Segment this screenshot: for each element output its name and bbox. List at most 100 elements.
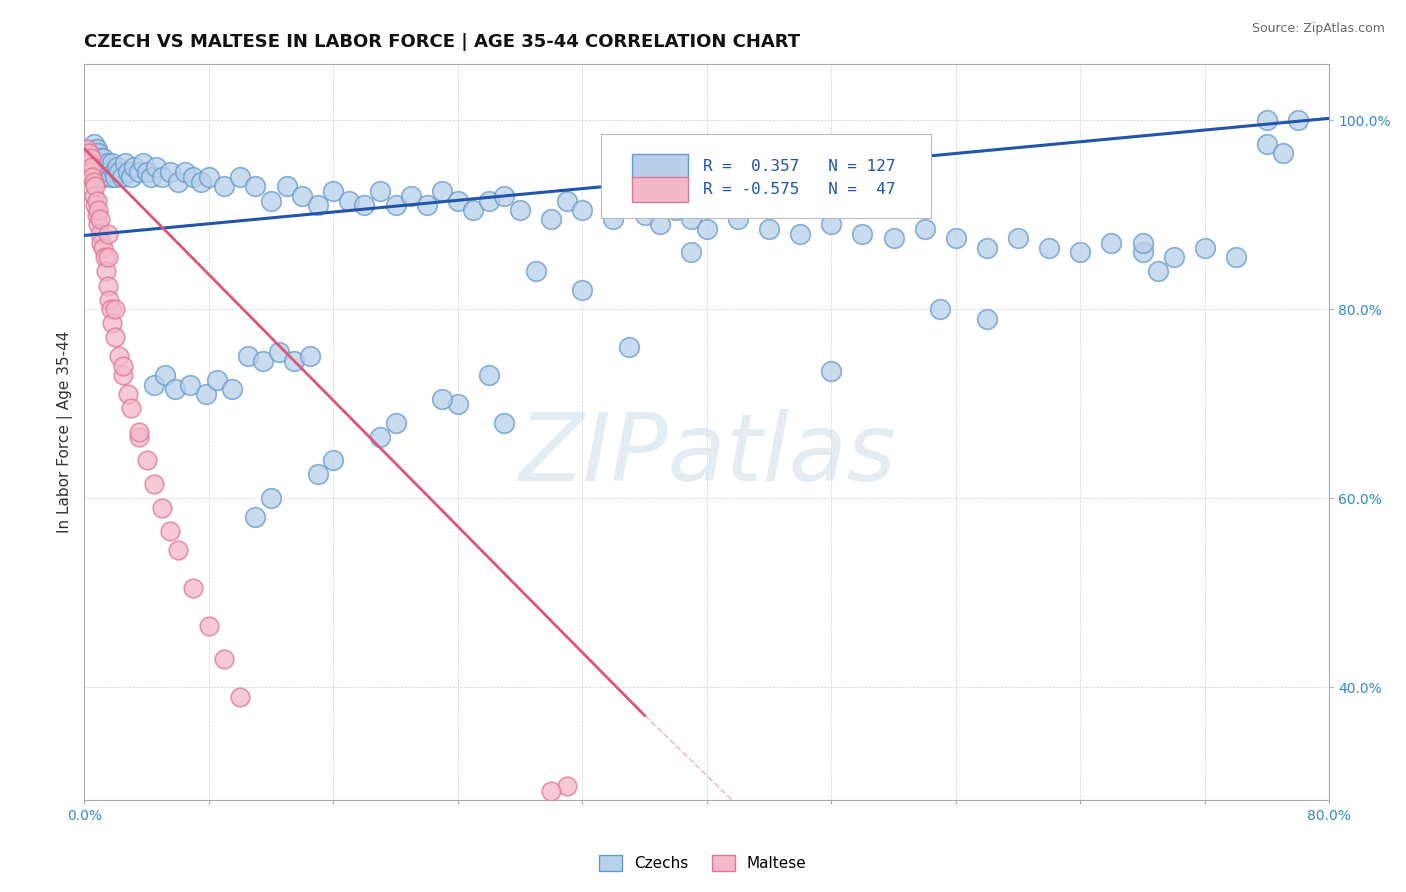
Point	[236, 350, 259, 364]
Point	[97, 278, 120, 293]
Legend: Czechs, Maltese: Czechs, Maltese	[593, 849, 813, 877]
Point	[79, 151, 101, 165]
Point	[1007, 231, 1029, 245]
Text: ZIPatlas: ZIPatlas	[517, 409, 896, 500]
Point	[150, 500, 173, 515]
Point	[86, 161, 108, 175]
Point	[727, 212, 749, 227]
Point	[122, 161, 145, 175]
Point	[83, 151, 105, 165]
Point	[86, 142, 108, 156]
Point	[83, 175, 105, 189]
Point	[79, 151, 101, 165]
Point	[97, 155, 120, 169]
Point	[84, 146, 107, 161]
Point	[181, 581, 204, 595]
Point	[87, 165, 110, 179]
Point	[98, 165, 121, 179]
Point	[89, 151, 111, 165]
Point	[1286, 113, 1309, 128]
Text: Source: ZipAtlas.com: Source: ZipAtlas.com	[1251, 22, 1385, 36]
Point	[494, 188, 516, 202]
Point	[135, 453, 157, 467]
Point	[163, 383, 186, 397]
Point	[337, 194, 360, 208]
Point	[571, 202, 593, 217]
Point	[132, 155, 155, 169]
Point	[166, 175, 188, 189]
Point	[79, 165, 101, 179]
Point	[93, 250, 115, 264]
Point	[80, 161, 103, 175]
Point	[945, 231, 967, 245]
Point	[166, 543, 188, 558]
Point	[617, 340, 640, 354]
Point	[117, 387, 139, 401]
Point	[540, 784, 562, 798]
Point	[976, 311, 998, 326]
Point	[1069, 245, 1091, 260]
Point	[650, 217, 672, 231]
Y-axis label: In Labor Force | Age 35-44: In Labor Force | Age 35-44	[58, 331, 73, 533]
Point	[1038, 241, 1060, 255]
Point	[91, 151, 114, 165]
Point	[105, 161, 128, 175]
Point	[107, 165, 129, 179]
Point	[929, 302, 952, 317]
Text: R = -0.575   N =  47: R = -0.575 N = 47	[703, 182, 896, 197]
Point	[89, 169, 111, 184]
Point	[260, 194, 283, 208]
Point	[1225, 250, 1247, 264]
Point	[447, 397, 470, 411]
Point	[1163, 250, 1185, 264]
Point	[87, 146, 110, 161]
Point	[307, 198, 329, 212]
Point	[79, 155, 101, 169]
FancyBboxPatch shape	[633, 154, 688, 179]
Point	[143, 377, 166, 392]
Point	[97, 227, 120, 241]
Point	[120, 169, 142, 184]
Point	[135, 165, 157, 179]
Point	[851, 227, 873, 241]
Point	[100, 302, 122, 317]
Point	[104, 330, 127, 344]
Point	[555, 779, 578, 793]
Point	[198, 618, 221, 632]
Point	[1256, 113, 1278, 128]
Point	[555, 194, 578, 208]
Point	[494, 416, 516, 430]
Point	[665, 202, 688, 217]
Point	[145, 161, 167, 175]
Point	[112, 368, 135, 383]
Point	[1194, 241, 1216, 255]
Text: CZECH VS MALTESE IN LABOR FORCE | AGE 35-44 CORRELATION CHART: CZECH VS MALTESE IN LABOR FORCE | AGE 35…	[84, 33, 800, 51]
Point	[84, 198, 107, 212]
Point	[1132, 245, 1154, 260]
Point	[322, 453, 344, 467]
Point	[633, 208, 655, 222]
Point	[322, 184, 344, 198]
Point	[77, 146, 100, 161]
Point	[681, 212, 703, 227]
Point	[128, 425, 150, 439]
Point	[384, 416, 406, 430]
Text: R =  0.357   N = 127: R = 0.357 N = 127	[703, 159, 896, 174]
FancyBboxPatch shape	[600, 134, 931, 219]
Point	[89, 227, 111, 241]
Point	[90, 165, 112, 179]
Point	[97, 250, 120, 264]
Point	[111, 169, 134, 184]
Point	[76, 142, 98, 156]
Point	[91, 169, 114, 184]
Point	[384, 198, 406, 212]
Point	[100, 169, 122, 184]
Point	[221, 383, 243, 397]
Point	[83, 165, 105, 179]
Point	[681, 245, 703, 260]
Point	[128, 165, 150, 179]
Point	[159, 165, 181, 179]
Point	[159, 524, 181, 538]
Point	[141, 169, 163, 184]
Point	[98, 293, 121, 307]
